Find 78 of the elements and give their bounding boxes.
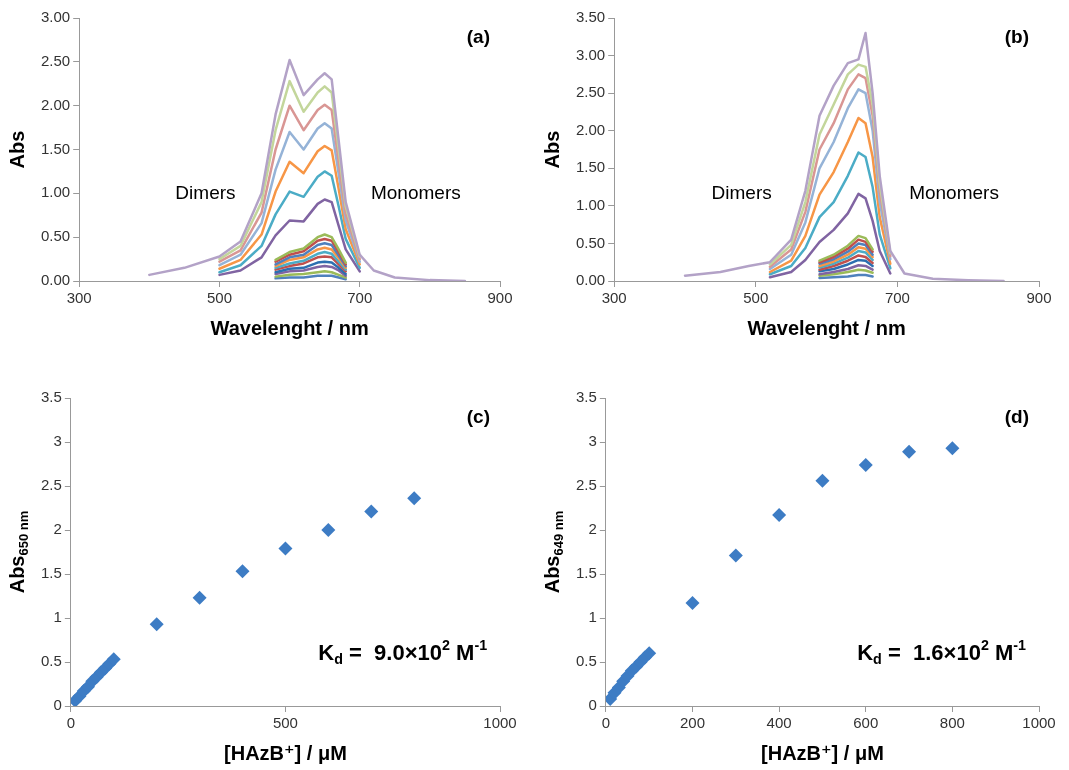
chart-title: (d) (1004, 406, 1030, 428)
x-tick-label: 1000 (1022, 714, 1056, 732)
x-tick-label: 900 (1026, 289, 1052, 307)
point (149, 617, 164, 632)
y-tick-label: 1.5 (575, 564, 597, 582)
point (728, 548, 743, 563)
y-tick-label: 1.00 (575, 196, 606, 213)
y-tick-label: 0.50 (575, 233, 606, 251)
y-tick-label: 0.50 (40, 227, 71, 245)
x-tick-label: 700 (347, 289, 373, 307)
y-tick-label: 2.50 (40, 51, 71, 69)
chart-title: (b) (1004, 26, 1030, 48)
x-axis-title: Wavelenght / nm (210, 316, 369, 339)
point (858, 457, 873, 472)
x-tick-label: 1000 (483, 714, 517, 732)
x-tick-label: 900 (487, 289, 513, 307)
point (321, 523, 336, 537)
y-axis-title: Abs (5, 130, 28, 169)
y-tick-label: 0.00 (40, 271, 71, 289)
point (364, 504, 379, 519)
annotation: Dimers (175, 182, 236, 204)
annotation: Monomers (909, 182, 999, 204)
point (278, 541, 293, 556)
y-tick-label: 2.5 (575, 476, 597, 494)
x-tick-label: 600 (853, 714, 879, 732)
point (642, 646, 657, 661)
x-tick-label: 800 (939, 714, 965, 732)
x-tick-label: 700 (884, 289, 910, 307)
x-tick-label: 500 (272, 714, 298, 732)
y-tick-label: 3.00 (40, 8, 71, 26)
y-tick-label: 3.00 (575, 45, 606, 63)
x-axis-title: Wavelenght / nm (747, 316, 906, 339)
y-tick-label: 1 (53, 608, 62, 626)
x-tick-label: 200 (679, 714, 705, 732)
y-tick-label: 3.5 (575, 388, 597, 406)
y-tick-label: 0.5 (575, 652, 597, 670)
y-tick-label: 3 (588, 432, 597, 450)
x-tick-label: 500 (206, 289, 232, 307)
point (685, 596, 700, 611)
y-tick-label: 2 (588, 520, 597, 538)
y-tick-label: 0.00 (575, 271, 606, 289)
y-tick-label: 1.5 (40, 564, 62, 582)
x-tick-label: 500 (743, 289, 769, 307)
y-tick-label: 0 (588, 696, 597, 714)
x-tick-label: 300 (66, 289, 92, 307)
point (192, 590, 207, 605)
x-tick-label: 400 (766, 714, 792, 732)
point (902, 444, 917, 459)
point (945, 441, 960, 456)
y-tick-label: 2.50 (575, 83, 606, 101)
y-tick-label: 0 (53, 696, 62, 714)
y-tick-label: 2 (53, 520, 62, 538)
y-tick-label: 1.00 (40, 183, 71, 201)
x-axis-title: [HAzB⁺] / μM (761, 741, 884, 764)
x-tick-label: 300 (601, 289, 627, 307)
point (772, 508, 787, 523)
x-axis-title: [HAzB⁺] / μM (224, 741, 347, 764)
point (106, 652, 121, 667)
point (235, 564, 250, 579)
y-tick-label: 1 (588, 608, 597, 626)
y-tick-label: 1.50 (40, 139, 71, 157)
y-axis-title: Abs649 nm (540, 510, 566, 594)
point (815, 473, 830, 488)
chart-title: (c) (466, 406, 491, 428)
y-tick-label: 2.00 (575, 120, 606, 138)
annotation: Dimers (711, 182, 772, 204)
annotation: Monomers (370, 182, 461, 204)
y-tick-label: 3 (53, 432, 62, 450)
y-tick-label: 1.50 (575, 158, 606, 176)
y-tick-label: 2.5 (40, 476, 62, 494)
y-tick-label: 0.5 (40, 652, 62, 670)
y-axis-title: Abs650 nm (5, 510, 31, 594)
point (407, 491, 422, 506)
y-axis-title: Abs (540, 130, 563, 169)
y-tick-label: 2.00 (40, 95, 71, 113)
y-tick-label: 3.50 (575, 8, 606, 26)
chart-title: (a) (466, 26, 491, 48)
y-tick-label: 3.5 (40, 388, 62, 406)
